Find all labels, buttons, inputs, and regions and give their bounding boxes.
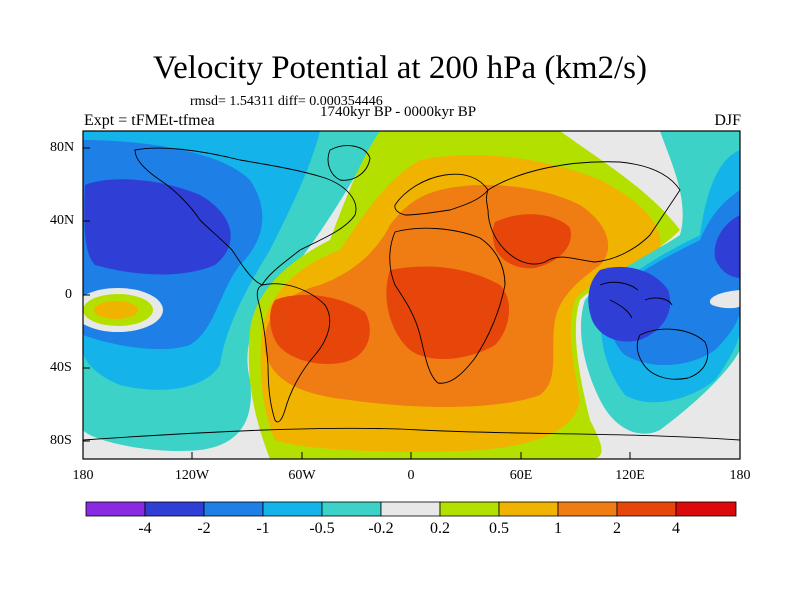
colorbar-box-2 [144, 501, 205, 517]
colorbar-box-3 [203, 501, 264, 517]
lon-label-60w: 60W [288, 468, 316, 483]
south-america-coast [256, 283, 331, 423]
maritime-continent-coast [599, 281, 673, 319]
colorbar-label-6: 0.2 [430, 520, 450, 537]
colorbar-box-9 [557, 501, 618, 517]
contour-field [83, 131, 740, 459]
axis-ticks [83, 147, 631, 459]
greenland-coast [327, 145, 371, 181]
colorbar-box-6 [380, 501, 441, 517]
positive-core-africa [386, 266, 510, 360]
lon-label-0: 0 [407, 468, 415, 483]
east-pacific-blob-core [94, 301, 138, 319]
colorbar-box-10 [616, 501, 677, 517]
colorbar-label-3: -1 [256, 520, 270, 537]
season-label: DJF [714, 112, 741, 129]
colorbar-label-9: 2 [613, 520, 621, 537]
colorbar-box-4 [262, 501, 323, 517]
colorbar-box-5 [321, 501, 382, 517]
stats-line: rmsd= 1.54311 diff= 0.000354446 [190, 94, 383, 109]
map-title: Velocity Potential at 200 hPa (km2/s) [152, 50, 648, 86]
africa-coast [389, 227, 506, 384]
colorbar-box-1 [85, 501, 146, 517]
europe-coast [394, 173, 489, 216]
lon-label-60e: 60E [509, 468, 533, 483]
lon-label-180w: 180 [72, 468, 94, 483]
colorbar-box-7 [439, 501, 500, 517]
lat-label-40s: 40S [50, 360, 72, 375]
colorbar-label-8: 1 [554, 520, 562, 537]
lat-label-80n: 80N [50, 140, 75, 155]
colorbar-label-7: 0.5 [489, 520, 509, 537]
colorbar-label-2: -2 [197, 520, 211, 537]
north-america-coast [134, 147, 357, 286]
indopacific-negative-core [588, 266, 671, 342]
positive-core-asia [492, 214, 571, 269]
colorbar-box-11 [675, 501, 737, 517]
period-line: 1740kyr BP - 0000kyr BP [320, 104, 477, 120]
colorbar-box-8 [498, 501, 559, 517]
colorbar [85, 501, 737, 517]
lon-label-180e: 180 [729, 468, 751, 483]
asia-coast [486, 161, 681, 265]
australia-coast [636, 328, 709, 380]
colorbar-label-1: -4 [138, 520, 152, 537]
colorbar-label-10: 4 [672, 520, 680, 537]
experiment-label: Expt = tFMEt-tfmea [84, 112, 215, 129]
coastlines [83, 145, 740, 441]
east-edge-light-band [709, 290, 740, 309]
colorbar-label-4: -0.5 [309, 520, 335, 537]
lat-label-40n: 40N [50, 213, 75, 228]
lon-label-120w: 120W [174, 468, 210, 483]
lat-label-80s: 80S [50, 433, 72, 448]
lat-label-0: 0 [65, 287, 72, 302]
colorbar-label-5: -0.2 [368, 520, 394, 537]
north-pacific-east-core [714, 215, 740, 278]
positive-core-samerica [270, 294, 370, 365]
antarctica-coast [83, 427, 740, 441]
pacific-negative-core [84, 179, 231, 275]
lon-label-120e: 120E [615, 468, 645, 483]
